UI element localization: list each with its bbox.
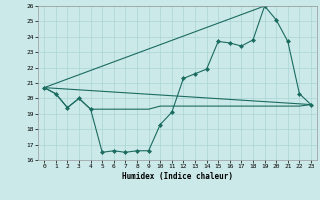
X-axis label: Humidex (Indice chaleur): Humidex (Indice chaleur)	[122, 172, 233, 181]
